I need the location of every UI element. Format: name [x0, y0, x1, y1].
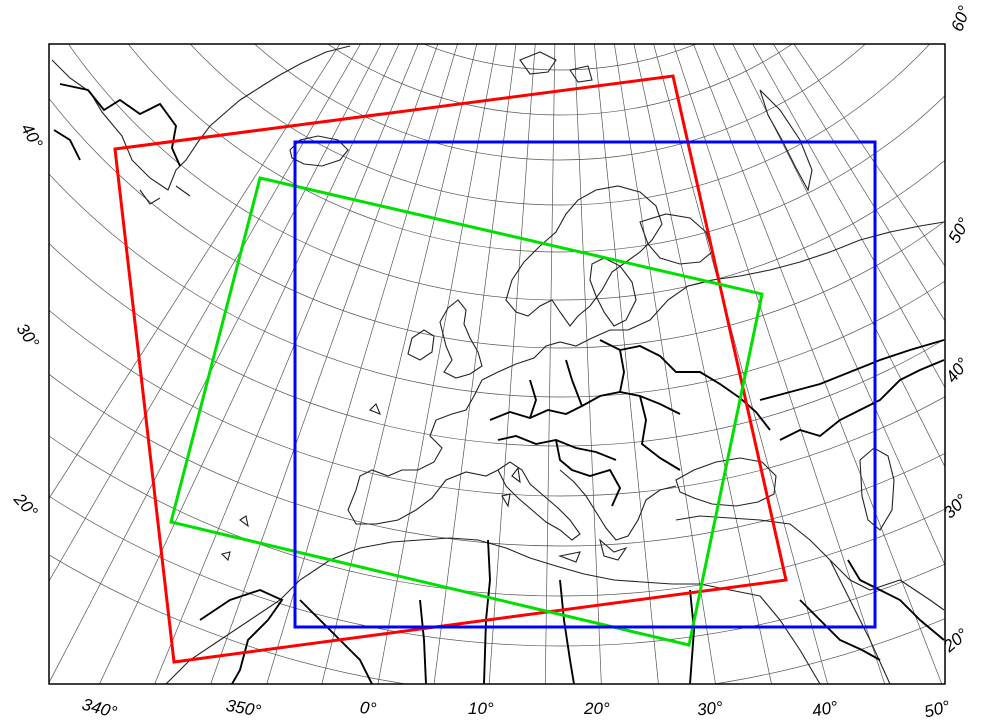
africa-coast	[165, 537, 761, 684]
bottom-tick-labels: 340° 350° 0° 10° 20° 30° 40° 50°	[80, 695, 952, 722]
green-domain	[169, 176, 764, 647]
scandinavia-coast	[505, 185, 663, 327]
red-domain	[113, 74, 788, 664]
black-sea-coast	[675, 457, 777, 507]
tick-label-10: 10°	[468, 699, 494, 718]
tick-label-30: 30°	[696, 698, 724, 720]
tick-label-340: 340°	[80, 695, 119, 722]
tick-label-350: 350°	[225, 696, 263, 721]
blue-domain	[293, 140, 877, 629]
italy-coast	[497, 461, 581, 541]
tick-label-40: 40°	[811, 697, 840, 720]
coastlines	[51, 45, 945, 684]
graticule-meridians	[49, 44, 945, 684]
tick-label-0: 0°	[359, 698, 377, 719]
tick-label-20: 20°	[583, 699, 610, 718]
tick-label-lat-40-right: 40°	[942, 354, 973, 386]
tick-label-lat-20-left: 20°	[9, 489, 41, 522]
map-frame	[48, 43, 946, 685]
graticule-parallels	[49, 44, 945, 684]
iceland-coast	[289, 135, 349, 167]
tick-label-lat-30-left: 30°	[13, 320, 43, 352]
greenland-coast	[51, 45, 351, 191]
tick-label-lat-20-right: 20°	[939, 625, 972, 657]
tick-label-lat-40-left: 40°	[17, 120, 46, 152]
country-borders	[53, 83, 945, 684]
britain-coast	[439, 299, 483, 379]
tick-label-lat-60-right: 60°	[948, 3, 975, 34]
left-tick-labels: 40° 30° 20°	[9, 120, 46, 522]
tick-label-50: 50°	[922, 697, 952, 722]
tick-label-lat-50-right: 50°	[944, 214, 973, 246]
europe-coast	[481, 221, 945, 381]
